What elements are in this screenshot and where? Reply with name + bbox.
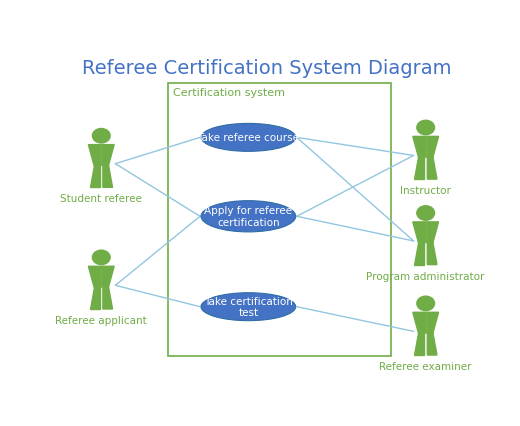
Polygon shape (414, 333, 424, 355)
Polygon shape (427, 243, 437, 265)
Polygon shape (413, 313, 438, 333)
Text: Take certification
test: Take certification test (204, 296, 293, 318)
Ellipse shape (201, 293, 296, 321)
Polygon shape (414, 243, 424, 265)
Polygon shape (88, 145, 114, 166)
Circle shape (93, 250, 110, 265)
Polygon shape (413, 222, 438, 243)
Text: Take referee course: Take referee course (198, 133, 300, 143)
Text: Program administrator: Program administrator (367, 271, 485, 281)
Text: Student referee: Student referee (60, 194, 142, 204)
Text: Referee applicant: Referee applicant (56, 315, 147, 325)
Text: Instructor: Instructor (400, 186, 451, 196)
Circle shape (417, 296, 435, 311)
Polygon shape (90, 166, 100, 188)
Polygon shape (90, 287, 100, 309)
Circle shape (93, 129, 110, 144)
Polygon shape (414, 158, 424, 180)
Polygon shape (103, 166, 112, 188)
Polygon shape (413, 137, 438, 158)
Circle shape (417, 121, 435, 135)
Circle shape (417, 206, 435, 221)
Polygon shape (103, 287, 112, 309)
Polygon shape (427, 158, 437, 180)
Text: Referee examiner: Referee examiner (380, 361, 472, 371)
Text: Apply for referee
certification: Apply for referee certification (204, 206, 292, 227)
Ellipse shape (201, 124, 296, 152)
Polygon shape (88, 267, 114, 287)
Polygon shape (427, 333, 437, 355)
Text: Referee Certification System Diagram: Referee Certification System Diagram (82, 59, 451, 78)
Text: Certification system: Certification system (173, 88, 284, 98)
Ellipse shape (201, 201, 296, 232)
